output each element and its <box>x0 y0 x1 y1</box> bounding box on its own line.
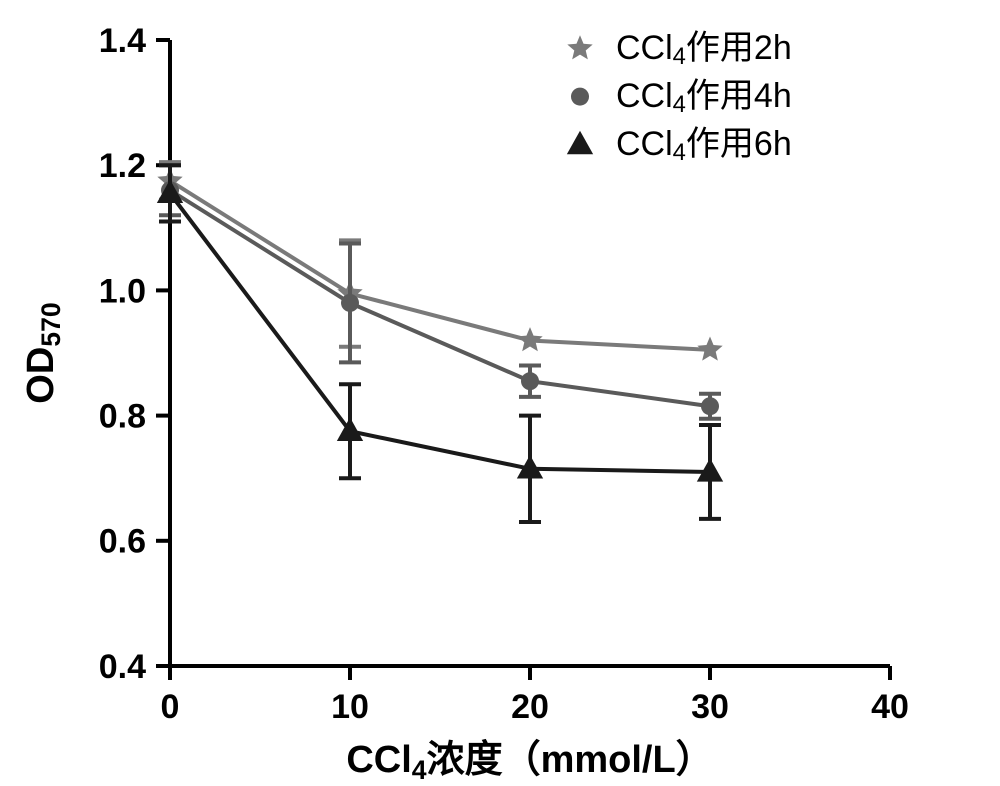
line-chart: 0 10 20 30 40 0.4 0.6 0.8 1.0 1.2 1.4 CCl4浓度（mmol/L… <box>0 0 1000 786</box>
y-tick-label: 0.4 <box>99 648 146 686</box>
legend-label: CCl4作用6h <box>616 125 792 166</box>
y-tick-label: 1.2 <box>99 147 146 185</box>
x-tick-label: 20 <box>511 688 549 726</box>
x-tick-label: 40 <box>871 688 909 726</box>
x-tick-label: 10 <box>331 688 369 726</box>
chart-background <box>0 0 1000 786</box>
legend-label: CCl4作用2h <box>616 29 792 70</box>
y-tick-label: 0.6 <box>99 523 146 561</box>
y-tick-label: 1.0 <box>99 272 146 310</box>
marker-circle <box>521 372 539 390</box>
x-tick-label: 0 <box>161 688 180 726</box>
y-tick-label: 0.8 <box>99 398 146 436</box>
y-tick-label: 1.4 <box>99 22 146 60</box>
marker-circle <box>701 397 719 415</box>
legend-label: CCl4作用4h <box>616 77 792 118</box>
marker-circle <box>341 294 359 312</box>
marker-circle <box>571 88 589 106</box>
x-tick-label: 30 <box>691 688 729 726</box>
x-axis-label: CCl4浓度（mmol/L） <box>346 739 713 785</box>
